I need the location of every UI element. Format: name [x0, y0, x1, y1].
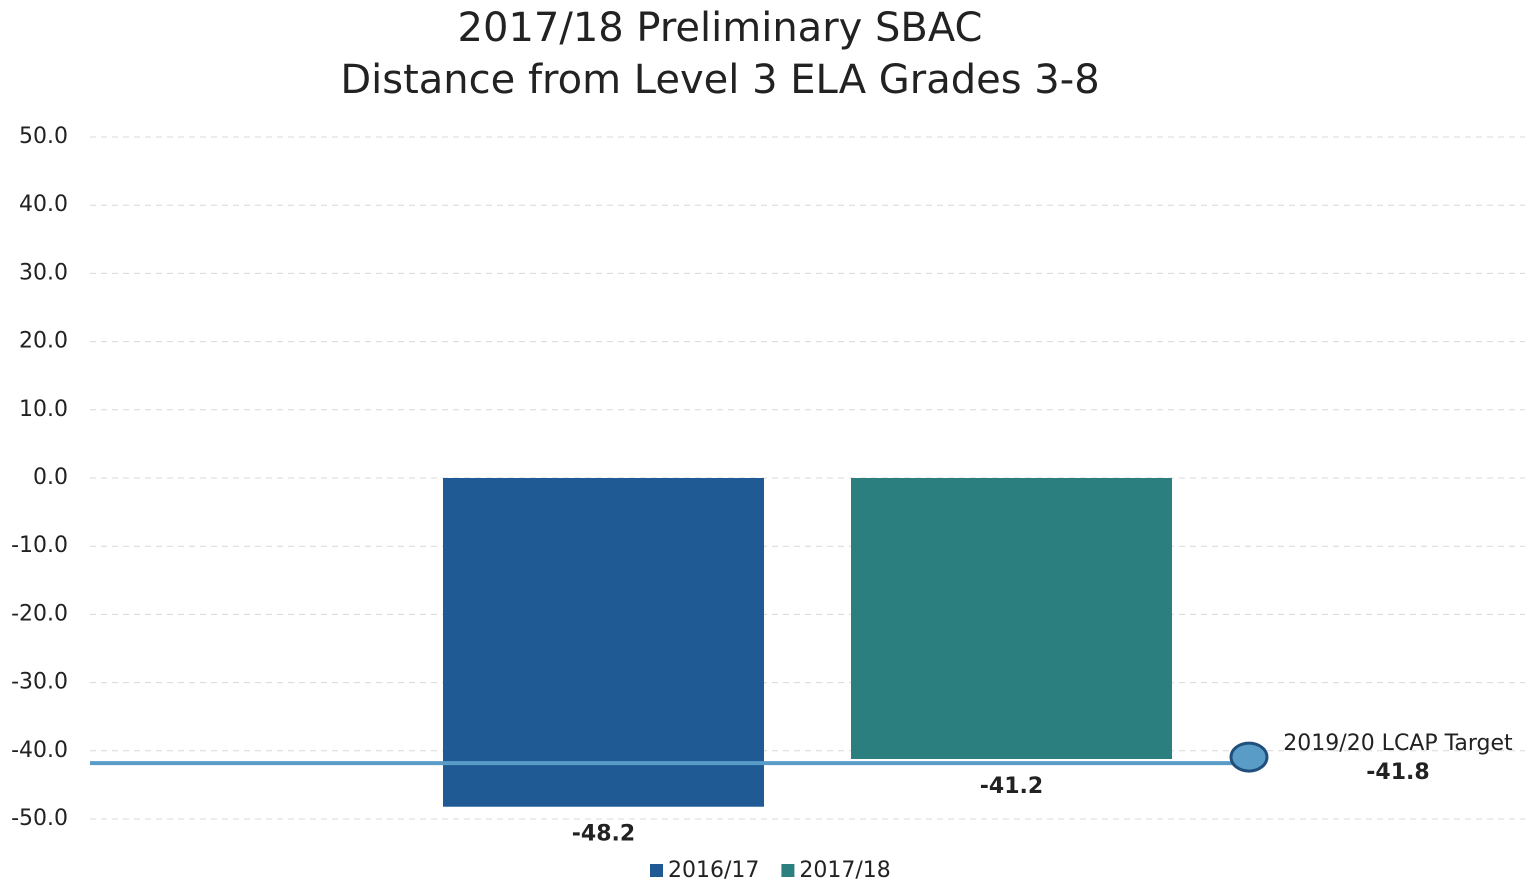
y-tick-label: -20.0 [11, 601, 68, 626]
target-marker [1229, 741, 1269, 773]
y-tick-label: 30.0 [19, 260, 68, 285]
y-tick-label: 10.0 [19, 397, 68, 422]
y-tick-label: -30.0 [11, 670, 68, 695]
y-tick-label: -50.0 [11, 806, 68, 831]
data-label: -41.2 [980, 774, 1043, 799]
y-tick-label: 0.0 [33, 465, 68, 490]
data-label: -48.2 [572, 822, 635, 847]
chart-title: Distance from Level 3 ELA Grades 3-8 [340, 57, 1099, 103]
y-tick-label: 50.0 [19, 124, 68, 149]
y-tick-label: -40.0 [11, 738, 68, 763]
bar [443, 478, 764, 807]
y-tick-label: 40.0 [19, 192, 68, 217]
y-tick-label: -10.0 [11, 533, 68, 558]
y-tick-label: 20.0 [19, 329, 68, 354]
target-value-label: -41.8 [1366, 760, 1429, 785]
legend-label: 2016/17 [668, 858, 759, 882]
bar [851, 478, 1172, 759]
legend-swatch [650, 864, 663, 877]
chart-title: 2017/18 Preliminary SBAC [458, 5, 983, 51]
target-label: 2019/20 LCAP Target [1283, 731, 1513, 756]
legend-swatch [781, 864, 795, 877]
legend-label: 2017/18 [799, 858, 890, 882]
